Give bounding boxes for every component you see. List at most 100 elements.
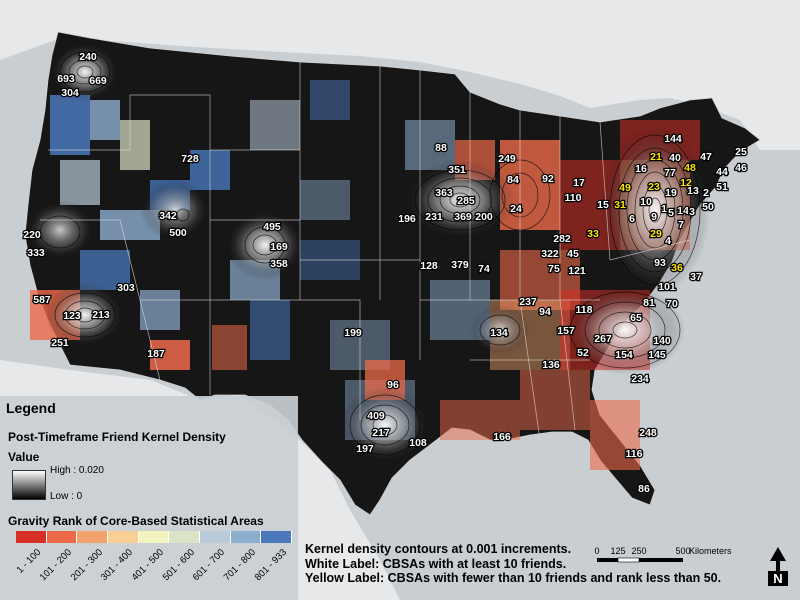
cbsa-label: 84 <box>507 174 519 186</box>
gravity-rank-labels: 1 - 100 101 - 200 201 - 300 301 - 400 401 - … <box>14 547 292 597</box>
cbsa-label: 96 <box>387 379 399 391</box>
cbsa-label: 123 <box>63 310 81 322</box>
cbsa-label: 50 <box>702 201 714 213</box>
cbsa-label: 136 <box>542 359 560 371</box>
white-label-note: White Label: CBSAs with at least 10 frie… <box>305 556 567 571</box>
legend-background <box>0 396 298 600</box>
gravity-rank-swatch <box>108 531 139 543</box>
cbsa-label: 187 <box>147 348 165 360</box>
cbsa-label: 304 <box>61 87 79 99</box>
cbsa-label: 21 <box>650 151 662 163</box>
cbsa-label: 267 <box>594 333 612 345</box>
cbsa-label: 81 <box>643 297 655 309</box>
gravity-rank-swatch <box>46 531 78 543</box>
cbsa-label: 248 <box>639 427 657 439</box>
north-arrow: N <box>768 547 788 586</box>
cbsa-label: 196 <box>398 213 416 225</box>
cbsa-label: 17 <box>573 177 585 189</box>
cbsa-label: 52 <box>577 347 589 359</box>
cbsa-label: 500 <box>169 227 187 239</box>
cbsa-label: 322 <box>541 248 559 260</box>
cbsa-label: 36 <box>671 262 683 274</box>
gravity-rank-swatch <box>200 531 231 543</box>
gravity-rank-label-text: 101 - 200 <box>37 547 74 584</box>
kernel-density-title: Post-Timeframe Friend Kernel Density <box>8 430 226 444</box>
cbsa-label: 10 <box>640 196 652 208</box>
cbsa-label: 37 <box>690 271 702 283</box>
cbsa-label: 25 <box>735 146 747 158</box>
cbsa-label: 169 <box>270 241 288 253</box>
cbsa-label: 51 <box>716 181 728 193</box>
gravity-rank-swatches <box>16 531 293 543</box>
gravity-rank-label-text: 1 - 100 <box>14 547 44 576</box>
scale-tick-label: 125 <box>610 546 625 556</box>
cbsa-label: 31 <box>614 199 626 211</box>
gravity-rank-label-text: 401 - 500 <box>129 547 166 584</box>
cbsa-label: 495 <box>263 221 281 233</box>
cbsa-label: 379 <box>451 259 469 271</box>
gravity-rank-swatch <box>16 531 47 543</box>
cbsa-label: 234 <box>631 373 649 385</box>
state-boundaries <box>40 62 691 441</box>
cbsa-label: 134 <box>490 327 508 339</box>
cbsa-label: 77 <box>664 167 676 179</box>
cbsa-label: 9 <box>651 211 657 223</box>
gravity-rank-label-text: 701 - 800 <box>221 547 258 584</box>
scale-tick-label: 500 <box>675 546 690 556</box>
gravity-rank-label-text: 501 - 600 <box>160 547 197 584</box>
cbsa-label: 285 <box>457 195 475 207</box>
cbsa-label: 303 <box>117 282 135 294</box>
gravity-rank-label-text: 601 - 700 <box>190 547 228 584</box>
gravity-rank-swatch <box>230 531 262 543</box>
gravity-rank-swatch <box>77 531 109 543</box>
cbsa-label: 110 <box>565 192 582 204</box>
cbsa-label: 29 <box>650 228 662 240</box>
scale-tick-label: 0 <box>594 546 599 556</box>
cbsa-label: 92 <box>542 173 554 185</box>
cbsa-label: 220 <box>23 229 41 241</box>
cbsa-label: 369 <box>454 211 472 223</box>
cbsa-label: 86 <box>638 483 650 495</box>
cbsa-label: 669 <box>89 75 107 87</box>
cbsa-label: 237 <box>519 296 537 308</box>
gravity-rank-label-text: 301 - 400 <box>98 547 136 584</box>
cbsa-label: 728 <box>181 153 199 165</box>
cbsa-label: 6 <box>629 213 635 225</box>
map-notes: Kernel density contours at 0.001 increme… <box>305 542 721 586</box>
gravity-rank-title: Gravity Rank of Core-Based Statistical A… <box>8 514 264 528</box>
cbsa-label: 154 <box>615 349 633 361</box>
cbsa-label: 40 <box>669 152 681 164</box>
cbsa-label: 116 <box>626 448 643 460</box>
cbsa-label: 48 <box>684 162 696 174</box>
cbsa-label: 101 <box>658 281 676 293</box>
cbsa-label: 282 <box>553 233 571 245</box>
contour-note: Kernel density contours at 0.001 increme… <box>305 542 572 556</box>
cbsa-label: 118 <box>576 304 593 316</box>
cbsa-label: 200 <box>475 211 493 223</box>
gravity-rank-label-text: 801 - 933 <box>252 547 289 584</box>
cbsa-label: 93 <box>654 257 666 269</box>
cbsa-label: 409 <box>367 410 385 422</box>
gravity-rank-swatch <box>261 531 293 543</box>
cbsa-label: 70 <box>666 298 678 310</box>
cbsa-label: 14 <box>677 205 689 217</box>
cbsa-label: 128 <box>420 260 438 272</box>
cbsa-label: 44 <box>716 166 728 178</box>
cbsa-label: 140 <box>653 335 671 347</box>
gravity-rank-swatch <box>169 531 201 543</box>
cbsa-label: 166 <box>493 431 511 443</box>
density-low-label: Low : 0 <box>50 491 83 502</box>
canada-landmass <box>0 0 800 150</box>
density-high-label: High : 0.020 <box>50 465 104 476</box>
cbsa-label: 75 <box>548 263 560 275</box>
cbsa-label: 49 <box>619 182 631 194</box>
cbsa-label: 144 <box>664 133 682 145</box>
cbsa-label: 3 <box>689 206 695 218</box>
cbsa-label: 5 <box>668 207 674 219</box>
cbsa-label: 197 <box>356 443 374 455</box>
cbsa-label: 251 <box>51 337 69 349</box>
cbsa-label: 342 <box>159 210 177 222</box>
cbsa-label: 88 <box>435 142 447 154</box>
cbsa-label: 217 <box>372 427 390 439</box>
